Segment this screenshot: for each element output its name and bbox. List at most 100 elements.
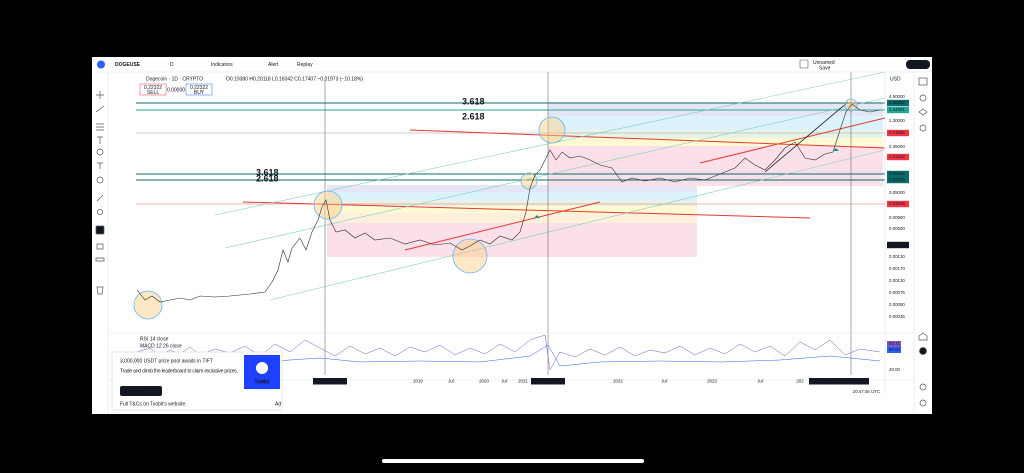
currency: USD: [890, 76, 901, 82]
time-label-bg: [313, 378, 347, 385]
time-label-bg: [531, 378, 565, 385]
sidebar-notifications[interactable]: [919, 399, 927, 407]
buy-box[interactable]: [185, 83, 213, 96]
time-axis-label: Fri 14 May '21: [534, 378, 562, 383]
tool-hide[interactable]: [95, 257, 105, 262]
tool-zoom[interactable]: [97, 209, 103, 215]
channel-line: [269, 149, 886, 301]
tool-text[interactable]: [97, 136, 103, 144]
sidebar-clock[interactable]: [919, 124, 927, 132]
indicator-axis-label: 90.00: [889, 347, 901, 352]
time-label-bg: [809, 378, 843, 385]
symbol-search[interactable]: DOGEUSE: [115, 62, 141, 68]
fib-extension-label: 3.618: [256, 167, 279, 177]
sidebar-layers[interactable]: [918, 108, 928, 116]
sell-label: SELL: [147, 90, 159, 96]
time-axis-label: Jul: [501, 378, 507, 383]
tool-forecast[interactable]: [97, 162, 103, 169]
price-axis-label: 0.74685: [889, 130, 905, 135]
price-axis-label: 4.50000: [889, 94, 905, 99]
price-axis-label: 0.00075: [889, 290, 905, 295]
replay-button[interactable]: Replay: [297, 62, 313, 68]
highlight-circle: [538, 116, 566, 144]
channel-line: [224, 97, 886, 249]
time-label-bg: [835, 378, 869, 385]
sidebar-alerts[interactable]: [919, 94, 927, 102]
ad-body: Trade and climb the leaderboard to claim…: [120, 368, 238, 374]
time-axis-label: Jul: [661, 378, 667, 383]
home-indicator: [382, 459, 644, 463]
price-axis-label: 0.06239: [889, 177, 905, 182]
tool-fib[interactable]: [96, 123, 104, 131]
price-label-bg: [887, 170, 909, 178]
buy-price: 0.22322: [190, 85, 208, 91]
alert-button[interactable]: Alert: [268, 62, 279, 68]
price-axis-label: 0.22322: [889, 154, 905, 159]
sidebar-news[interactable]: [918, 332, 928, 341]
price-axis-label: 0.35000: [889, 144, 905, 149]
publish-button[interactable]: [906, 60, 930, 69]
price-axis-label: 0.00900: [889, 215, 905, 220]
fib-band: [548, 116, 883, 130]
levels: [136, 71, 886, 375]
indicator-label-bg: [887, 347, 901, 353]
time-axis-label: Jul: [259, 378, 265, 383]
highlight-circle: [452, 238, 488, 274]
sidebar-help[interactable]: [919, 383, 927, 391]
price-label-bg: [887, 200, 909, 208]
avatar[interactable]: [97, 60, 105, 69]
tool-lock[interactable]: [96, 243, 104, 250]
time-axis-label: 2025: [813, 378, 823, 383]
time-axis-label: 202: [796, 378, 804, 383]
price-axis-label: 0.05000: [889, 190, 905, 195]
time-axis-label: 2019: [413, 378, 423, 383]
clock: 20:47:46 UTC: [853, 389, 880, 394]
layout-name[interactable]: Unnamed: [813, 60, 835, 66]
layout-icon[interactable]: [799, 59, 809, 69]
rsi-line: [136, 334, 881, 371]
ad-footer: Full T&Cs on Toobit's website.: [120, 401, 187, 407]
fib-extension-label: 2.618: [256, 173, 279, 183]
price-axis-label: 0.00050: [889, 302, 905, 307]
price-axis-label: 0.00130: [889, 254, 905, 259]
price-line: [136, 103, 881, 303]
tool-crosshair[interactable]: [96, 91, 104, 99]
ad-logo: [256, 362, 268, 374]
price-axis-label: 0.00232: [889, 242, 905, 247]
price-axis-label: 2.44821: [889, 107, 905, 112]
ad-brand: Toobit: [255, 379, 270, 385]
price-axis-label: 0.00170: [889, 266, 905, 271]
publish-label[interactable]: Publish: [909, 62, 927, 68]
indicator-axis-label: 93.71: [889, 341, 901, 346]
price-label-bg: [887, 153, 909, 161]
tool-delete[interactable]: [96, 286, 104, 295]
interval[interactable]: D: [170, 62, 174, 68]
tool-ruler[interactable]: [96, 194, 104, 202]
ad-button[interactable]: [120, 386, 162, 396]
indicators-button[interactable]: Indicators: [211, 62, 233, 68]
price-label-bg: [887, 99, 909, 107]
price-axis-label: 0.08816: [889, 171, 905, 176]
arrow-line: [764, 101, 849, 173]
indicator-label-bg: [887, 341, 901, 347]
ohlc-values: O0.19380 H0.20118 L0.16042 C0.17407 −0.0…: [226, 76, 363, 82]
ad-button-label[interactable]: Register now: [125, 388, 157, 394]
sidebar-apps[interactable]: [919, 347, 927, 355]
price-axis-label: 0.00035: [889, 314, 905, 319]
fib-band: [327, 200, 697, 206]
tool-icons[interactable]: [96, 176, 104, 184]
sidebar-watchlist[interactable]: [918, 77, 928, 86]
spread: 0.00000: [167, 87, 185, 93]
tool-magnet[interactable]: [95, 225, 105, 235]
trend-line: [699, 117, 886, 164]
price-axis-label: 0.00500: [889, 226, 905, 231]
fib-band: [327, 213, 697, 223]
sell-box[interactable]: [139, 83, 167, 96]
tool-trendline[interactable]: [95, 105, 105, 113]
time-axis-label: 2020: [479, 378, 489, 383]
price-label-bg: [887, 129, 909, 137]
tool-pattern[interactable]: [96, 148, 104, 156]
time-axis-label: 2023: [707, 378, 717, 383]
